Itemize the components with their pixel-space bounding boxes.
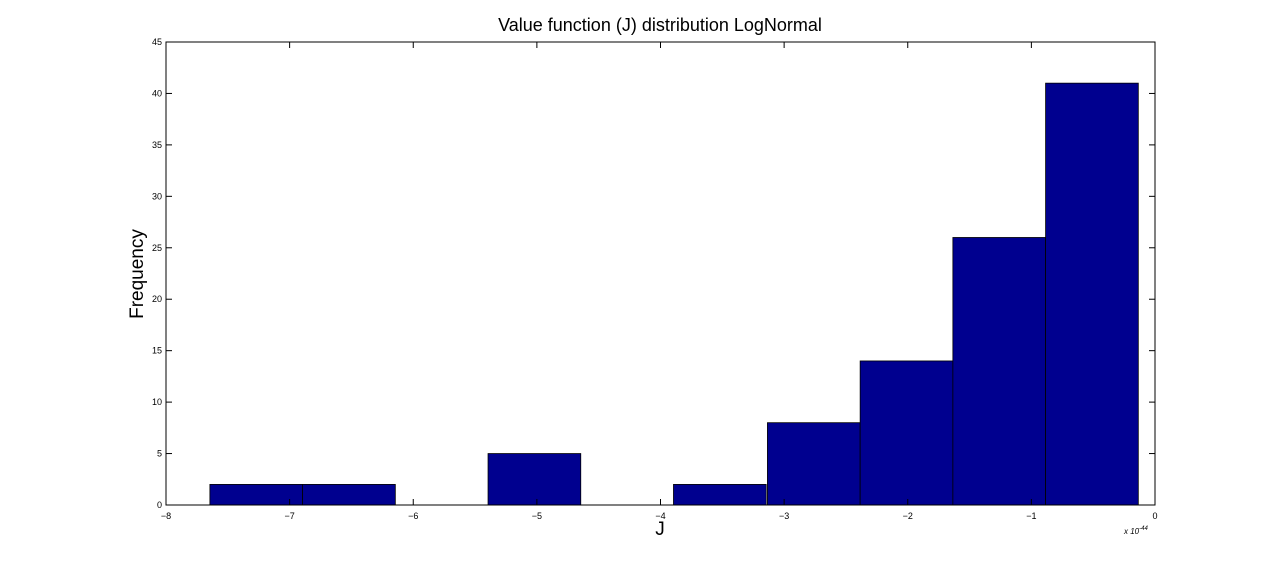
bars-group	[209, 82, 1139, 506]
histogram-bar	[952, 237, 1046, 506]
x-axis-multiplier: x 10-44	[1123, 526, 1148, 536]
x-tick-label: −5	[532, 511, 542, 521]
x-tick-label: −3	[779, 511, 789, 521]
x-tick-label: −4	[655, 511, 665, 521]
y-tick-label: 15	[152, 346, 162, 356]
x-tick-label: −8	[161, 511, 171, 521]
x-tick-label: −6	[408, 511, 418, 521]
y-tick-label: 35	[152, 140, 162, 150]
y-tick-label: 30	[152, 191, 162, 201]
histogram-bar	[767, 422, 861, 506]
x-axis-multiplier-exponent: -44	[1139, 526, 1148, 532]
histogram-bar	[302, 484, 396, 506]
x-axis-label: J	[655, 519, 665, 540]
chart-title: Value function (J) distribution LogNorma…	[498, 15, 822, 35]
histogram-bar	[859, 360, 954, 506]
x-tick-label: −2	[903, 511, 913, 521]
histogram-bar	[673, 484, 767, 506]
y-tick-label: 10	[152, 397, 162, 407]
x-tick-label: −7	[284, 511, 294, 521]
histogram-bar	[1045, 82, 1139, 506]
y-tick-label: 20	[152, 294, 162, 304]
histogram-bar	[487, 453, 582, 506]
y-tick-label: 0	[157, 500, 162, 510]
x-tick-label: −1	[1026, 511, 1036, 521]
x-axis-multiplier-base: x 10	[1123, 527, 1140, 536]
y-tick-label: 25	[152, 243, 162, 253]
y-axis-label: Frequency	[127, 229, 148, 319]
ticks-group: −8 −7 −6 −5 −4 −3 −2 −1 0 0 5 10 15 20 25 30 35 40 45	[152, 37, 1158, 521]
y-tick-label: 40	[152, 88, 162, 98]
x-tick-label: 0	[1152, 511, 1157, 521]
histogram-bar	[209, 484, 304, 506]
y-tick-label: 5	[157, 449, 162, 459]
y-tick-label: 45	[152, 37, 162, 47]
